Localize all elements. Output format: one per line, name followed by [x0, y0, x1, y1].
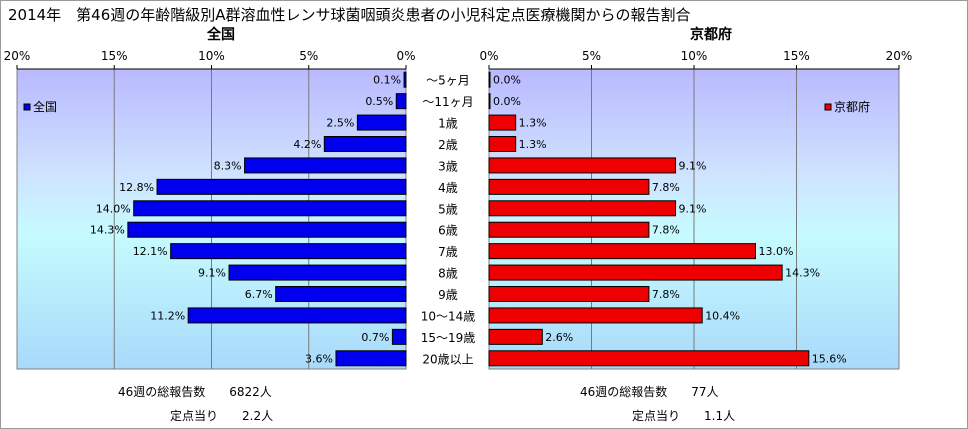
national-data-label: 6.7%	[245, 288, 273, 301]
national-bar	[244, 157, 407, 174]
national-data-label: 11.2%	[150, 309, 185, 322]
national-data-label: 4.2%	[293, 138, 321, 151]
national-data-label: 12.8%	[119, 181, 154, 194]
age-category-label: 6歳	[438, 224, 458, 238]
national-bar	[323, 136, 407, 152]
kyoto-legend-swatch	[824, 103, 832, 111]
age-category-label: 3歳	[438, 159, 458, 173]
national-bar	[127, 221, 407, 238]
kyoto-data-label: 15.6%	[812, 352, 847, 365]
national-data-label: 0.1%	[373, 74, 401, 87]
national-bar	[275, 286, 407, 302]
national-bar	[391, 328, 407, 345]
kyoto-data-label: 10.4%	[705, 309, 740, 322]
kyoto-data-label: 13.0%	[759, 245, 794, 258]
national-data-label: 9.1%	[198, 267, 226, 280]
age-category-label: 9歳	[438, 288, 458, 302]
kyoto-panel: 0% 5% 10% 15% 20% 0.0% 0.0% 1.3% 1.3% 9.1% 7.8% 9.1…	[479, 49, 913, 370]
kyoto-data-label: 1.3%	[519, 138, 547, 151]
kyoto-data-label: 9.1%	[679, 159, 707, 172]
kyoto-panel-title: 京都府	[690, 27, 732, 43]
age-category-label: 20歳以上	[422, 352, 473, 366]
national-data-label: 8.3%	[214, 159, 242, 172]
national-panel: 20% 15% 10% 5% 0% 0.1% 0.5% 2.5% 4.2% 8.3% 12.8% 14…	[4, 49, 416, 370]
kyoto-tick-label: 0%	[479, 49, 498, 63]
kyoto-legend-label: 京都府	[834, 99, 870, 114]
kyoto-tick-label: 20%	[886, 49, 913, 63]
national-bar	[395, 93, 407, 110]
national-bar	[170, 243, 407, 260]
kyoto-bar	[488, 307, 703, 324]
kyoto-data-label: 0.0%	[493, 74, 521, 87]
national-bar	[187, 307, 407, 324]
kyoto-bar	[488, 350, 810, 367]
national-data-label: 14.0%	[96, 202, 131, 215]
national-bar	[356, 114, 407, 131]
age-category-label: 4歳	[438, 181, 458, 195]
age-category-label: 2歳	[438, 138, 458, 152]
age-category-label: 10～14歳	[421, 309, 476, 323]
kyoto-data-label: 2.6%	[545, 331, 573, 344]
national-legend-swatch	[23, 103, 31, 111]
national-tick-label: 5%	[299, 49, 318, 63]
kyoto-total-reports: 46週の総報告数 77人	[580, 385, 719, 399]
kyoto-data-label: 7.8%	[652, 181, 680, 194]
national-tick-label: 10%	[198, 49, 225, 63]
kyoto-per-site: 定点当り 1.1人	[632, 409, 736, 423]
kyoto-bar	[488, 328, 543, 345]
national-data-label: 14.3%	[90, 224, 125, 237]
age-category-label: 8歳	[438, 267, 458, 281]
national-data-label: 12.1%	[133, 245, 168, 258]
age-category-labels: ～5ヶ月 ～11ヶ月 1歳 2歳 3歳 4歳 5歳 6歳 7歳 8歳 9歳 10～14歳 15～19歳 2…	[421, 74, 476, 367]
national-per-site: 定点当り 2.2人	[170, 409, 274, 423]
national-bar	[156, 178, 407, 195]
kyoto-data-label: 14.3%	[785, 267, 820, 280]
kyoto-data-label: 9.1%	[679, 202, 707, 215]
kyoto-bar	[488, 71, 491, 88]
national-legend-label: 全国	[33, 99, 57, 114]
national-data-label: 0.7%	[361, 331, 389, 344]
kyoto-bar	[488, 114, 517, 131]
age-category-label: ～5ヶ月	[426, 74, 470, 88]
kyoto-data-label: 7.8%	[652, 288, 680, 301]
kyoto-bar	[488, 136, 517, 152]
kyoto-bar	[488, 200, 677, 217]
national-bar	[228, 264, 407, 281]
age-category-label: 15～19歳	[421, 331, 476, 345]
national-tick-label: 0%	[396, 49, 415, 63]
kyoto-tick-label: 10%	[681, 49, 708, 63]
national-tick-label: 15%	[101, 49, 128, 63]
kyoto-data-label: 7.8%	[652, 224, 680, 237]
kyoto-bar	[488, 286, 650, 302]
national-bar	[403, 71, 407, 88]
national-data-label: 2.5%	[326, 117, 354, 130]
kyoto-bar	[488, 264, 783, 281]
age-category-label: ～11ヶ月	[422, 95, 473, 109]
national-data-label: 0.5%	[365, 95, 393, 108]
age-category-label: 1歳	[438, 117, 458, 131]
kyoto-data-label: 0.0%	[493, 95, 521, 108]
age-category-label: 7歳	[438, 245, 458, 259]
kyoto-data-label: 1.3%	[519, 117, 547, 130]
kyoto-bar	[488, 221, 650, 238]
kyoto-bar	[488, 243, 756, 260]
national-total-reports: 46週の総報告数 6822人	[118, 385, 272, 399]
kyoto-tick-label: 5%	[582, 49, 601, 63]
national-bar	[335, 350, 407, 367]
national-bar	[133, 200, 407, 217]
age-category-label: 5歳	[438, 202, 458, 216]
chart-title: 2014年 第46週の年齢階級別A群溶血性レンサ球菌咽頭炎患者の小児科定点医療機…	[8, 6, 691, 24]
kyoto-bar	[488, 93, 491, 110]
kyoto-bar	[488, 157, 677, 174]
kyoto-tick-label: 15%	[783, 49, 810, 63]
national-tick-label: 20%	[4, 49, 31, 63]
kyoto-bar	[488, 178, 650, 195]
national-panel-title: 全国	[207, 27, 235, 43]
national-data-label: 3.6%	[305, 352, 333, 365]
